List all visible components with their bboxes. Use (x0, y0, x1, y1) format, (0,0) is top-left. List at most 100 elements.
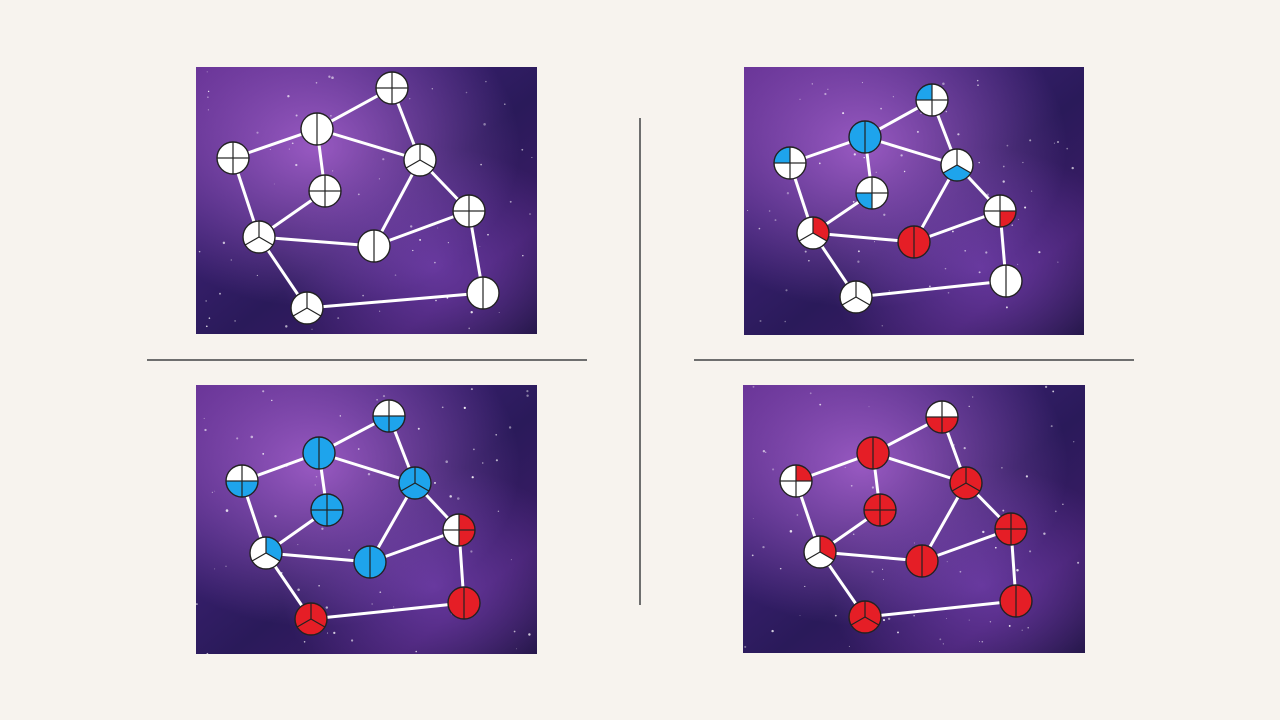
star (827, 88, 829, 90)
node-segment (1000, 195, 1016, 211)
star (315, 476, 318, 478)
node-segment (469, 195, 485, 211)
star (1005, 306, 1008, 309)
node-outline (949, 466, 983, 500)
star (1017, 218, 1019, 220)
star (1011, 224, 1013, 226)
star (297, 588, 300, 592)
edge-n9-n10 (305, 291, 485, 310)
star (297, 544, 299, 546)
star (485, 80, 487, 83)
star (964, 249, 967, 252)
node-segment (932, 84, 948, 100)
star (473, 448, 475, 451)
node-n1 (915, 83, 949, 117)
star (804, 585, 806, 587)
node-segment (995, 529, 1011, 545)
star (295, 114, 298, 117)
node-segment (984, 211, 1000, 227)
star (978, 161, 980, 164)
node-segment (317, 113, 333, 145)
star (752, 385, 755, 388)
node-divider (251, 552, 267, 562)
node-divider (414, 482, 430, 492)
star (434, 481, 436, 484)
node-n10 (989, 264, 1023, 298)
node-n2 (300, 112, 334, 146)
node-segment (373, 400, 389, 416)
node-n4 (949, 466, 983, 500)
node-segment (926, 401, 942, 417)
node-n5 (855, 176, 889, 210)
node-segment (864, 494, 880, 510)
star (412, 249, 414, 252)
star (963, 446, 966, 450)
star (1022, 161, 1024, 164)
star (913, 615, 915, 617)
star (1006, 144, 1009, 147)
star (431, 88, 433, 90)
node-n2 (302, 436, 336, 470)
edge-n7-n8 (811, 231, 916, 244)
star (982, 530, 985, 534)
star (857, 250, 860, 253)
node-outline (803, 535, 837, 569)
star (479, 246, 481, 247)
star (379, 310, 381, 312)
node-outline (452, 194, 486, 228)
node-n3 (773, 146, 807, 180)
star (875, 171, 877, 173)
node-segment (1016, 585, 1032, 617)
star (256, 274, 258, 276)
node-n8 (905, 544, 939, 578)
node-outline (779, 464, 813, 498)
star (203, 417, 205, 419)
star (434, 261, 436, 264)
node-segment (483, 277, 499, 309)
node-segment (327, 510, 343, 526)
star (367, 472, 371, 476)
star (799, 98, 801, 100)
star (510, 559, 512, 561)
node-outline (294, 602, 328, 636)
star (887, 617, 891, 621)
star (271, 399, 273, 402)
node-segment (916, 84, 932, 100)
star (222, 241, 226, 245)
star (362, 294, 364, 297)
node-outline (398, 466, 432, 500)
star (1071, 166, 1074, 170)
node-segment (354, 546, 370, 578)
node-segment (1000, 585, 1016, 617)
star (1043, 532, 1046, 535)
node-n1 (375, 71, 409, 105)
node-divider (956, 164, 972, 174)
edge-n7-n8 (264, 551, 372, 564)
horizontal-divider-right (694, 359, 1134, 361)
star (333, 631, 336, 635)
star (989, 621, 992, 623)
node-segment (790, 147, 806, 163)
node-divider (244, 236, 260, 246)
star (204, 428, 207, 432)
node-outline (302, 436, 336, 470)
star (513, 630, 516, 633)
star (311, 328, 313, 330)
star (897, 631, 899, 634)
node-divider (850, 616, 866, 626)
star (916, 130, 919, 133)
star (834, 614, 837, 617)
node-divider (864, 616, 880, 626)
node-segment (796, 481, 812, 497)
star (804, 250, 807, 253)
star (487, 233, 489, 236)
node-segment (217, 158, 233, 174)
star (522, 254, 524, 257)
node-segment (376, 88, 392, 104)
star (409, 225, 413, 228)
star (1038, 251, 1041, 254)
edge-n7-n8 (818, 550, 924, 563)
star (939, 638, 942, 641)
star (747, 209, 749, 212)
node-segment (233, 142, 249, 158)
